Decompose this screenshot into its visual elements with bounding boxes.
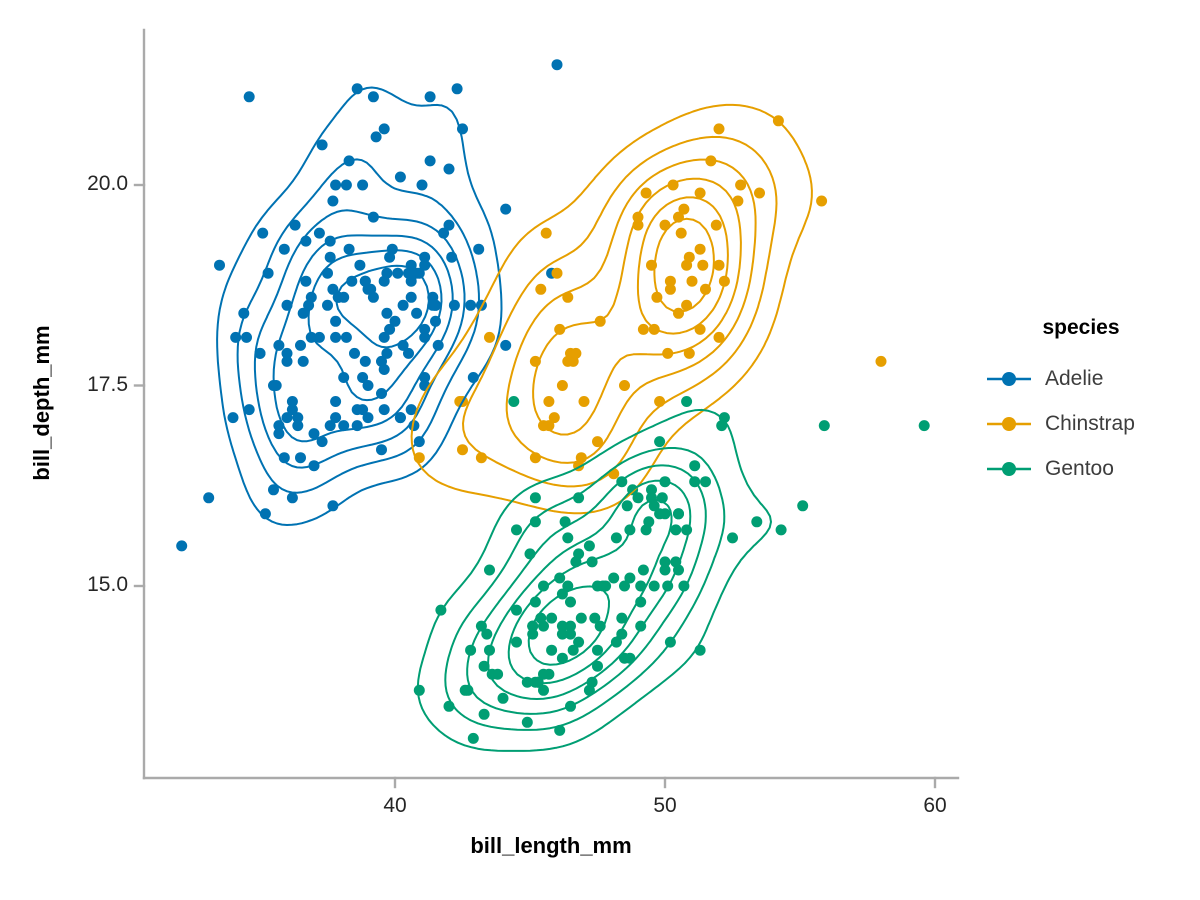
legend-label: Adelie bbox=[1045, 366, 1104, 390]
x-tick-label: 40 bbox=[383, 794, 407, 817]
legend-key-chinstrap-icon bbox=[987, 416, 1031, 431]
plot-panel bbox=[176, 59, 930, 752]
points-chinstrap bbox=[413, 115, 887, 480]
legend-label: Gentoo bbox=[1045, 456, 1114, 480]
axes bbox=[133, 28, 960, 789]
legend-item-adelie: Adelie bbox=[986, 364, 1176, 393]
legend-key-gentoo-icon bbox=[987, 461, 1031, 476]
points-gentoo bbox=[413, 396, 930, 744]
legend: species Adelie Chinstrap Gentoo bbox=[986, 316, 1176, 499]
y-tick-label: 20.0 bbox=[87, 172, 128, 195]
density-contours-chinstrap bbox=[410, 103, 813, 515]
legend-title: species bbox=[1042, 316, 1120, 339]
x-axis-title: bill_length_mm bbox=[470, 833, 632, 858]
legend-key-adelie-icon bbox=[987, 371, 1031, 386]
points-adelie bbox=[176, 59, 563, 552]
x-tick-label: 50 bbox=[653, 794, 677, 817]
legend-label: Chinstrap bbox=[1045, 411, 1135, 435]
y-tick-label: 17.5 bbox=[87, 372, 128, 396]
density-contours-adelie bbox=[216, 86, 503, 526]
legend-item-chinstrap: Chinstrap bbox=[986, 409, 1176, 438]
legend-item-gentoo: Gentoo bbox=[986, 454, 1176, 483]
density-contours-gentoo bbox=[416, 408, 772, 752]
y-tick-label: 15.0 bbox=[87, 573, 128, 596]
y-axis-title: bill_depth_mm bbox=[29, 325, 54, 481]
x-tick-label: 60 bbox=[923, 794, 947, 817]
